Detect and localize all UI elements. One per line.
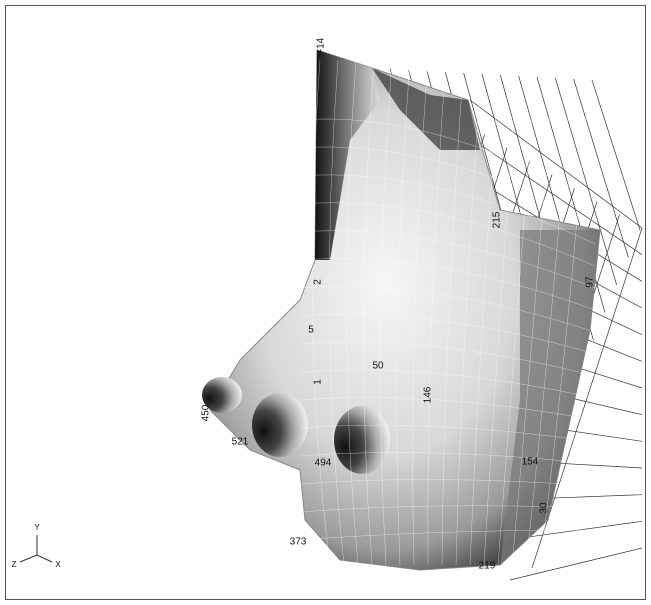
contour-label: 2	[313, 279, 324, 285]
axis-y-label: Y	[34, 523, 40, 532]
nipple-2	[252, 393, 308, 457]
contour-label: 30	[539, 502, 550, 514]
page: -14 215 97 2 5 50 1 146 450 521 494 154 373 219 30 Y Z…	[0, 0, 651, 605]
contour-label: 521	[232, 437, 249, 448]
contour-label: 1	[313, 379, 324, 385]
contour-label: 5	[308, 325, 314, 336]
contour-label: 219	[479, 561, 496, 572]
viewport: -14 215 97 2 5 50 1 146 450 521 494 154 373 219 30 Y Z…	[0, 0, 651, 605]
contour-label: 450	[201, 404, 212, 421]
contour-label: 154	[522, 457, 539, 468]
contour-label: 494	[315, 458, 332, 469]
contour-label: 215	[492, 211, 503, 228]
contour-label: -14	[316, 37, 327, 52]
contour-label: 146	[423, 386, 434, 403]
contour-label: 50	[372, 361, 384, 372]
contour-label: 97	[585, 276, 596, 288]
axis-z-label: Z	[12, 560, 17, 569]
axis-x-label: X	[55, 560, 61, 569]
contour-label: 373	[290, 537, 307, 548]
